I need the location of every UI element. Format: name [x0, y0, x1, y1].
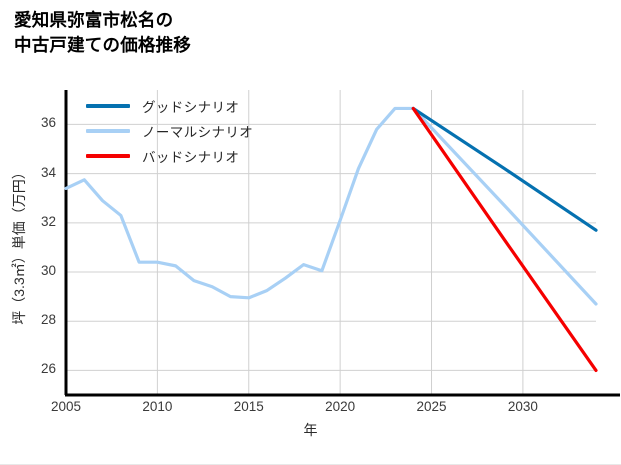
legend-swatch-good — [86, 103, 130, 108]
x-axis-label: 年 — [303, 422, 318, 438]
y-axis-label: 坪（3.3㎡）単価（万円） — [11, 165, 27, 325]
y-axis-tick-32: 32 — [40, 213, 56, 229]
y-axis-tick-26: 26 — [40, 361, 56, 377]
y-axis-tick-30: 30 — [40, 263, 56, 279]
x-axis-tick-2025: 2025 — [416, 399, 447, 414]
legend-label-normal: ノーマルシナリオ — [142, 124, 254, 140]
legend-label-good: グッドシナリオ — [142, 99, 240, 115]
legend-item-good: グッドシナリオ — [86, 93, 253, 118]
x-axis-tick-2010: 2010 — [142, 399, 173, 414]
legend-swatch-bad — [86, 153, 130, 158]
x-axis-tick-2020: 2020 — [325, 399, 356, 414]
y-axis-tick-34: 34 — [40, 164, 56, 180]
page-title: 愛知県弥富市松名の 中古戸建ての価格推移 — [14, 10, 191, 55]
x-axis-tick-2005: 2005 — [50, 399, 82, 414]
legend-item-normal: ノーマルシナリオ — [86, 118, 253, 143]
y-axis-tick-36: 36 — [40, 115, 56, 131]
chart-legend: グッドシナリオ ノーマルシナリオ バッドシナリオ — [86, 93, 253, 168]
legend-swatch-normal — [86, 128, 130, 133]
legend-label-bad: バッドシナリオ — [142, 149, 240, 165]
legend-item-bad: バッドシナリオ — [86, 143, 253, 168]
x-axis-tick-2015: 2015 — [233, 399, 264, 414]
y-axis-label-container: 坪（3.3㎡）単価（万円） — [6, 95, 32, 395]
y-axis-tick-28: 28 — [40, 312, 56, 328]
x-axis-tick-2030: 2030 — [507, 399, 538, 414]
